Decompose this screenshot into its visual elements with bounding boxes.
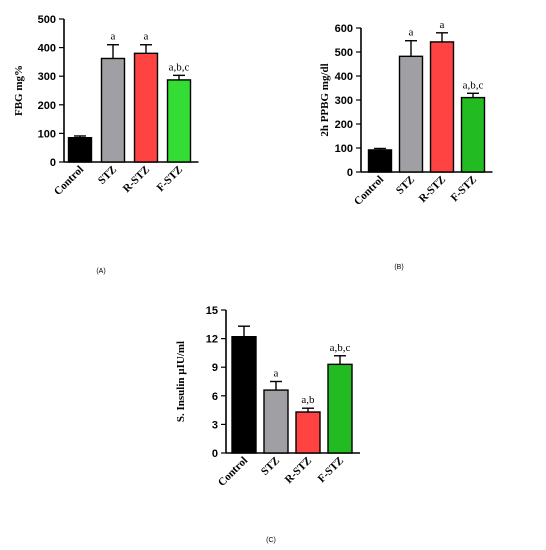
y-tick-label: 400 [38,43,56,55]
panel-letter: (C) [266,537,276,544]
significance-annotation: a [111,31,116,43]
x-tick-label: STZ [96,164,119,187]
y-tick-label: 400 [335,71,353,83]
panel-b-chart: 0 100 200 300 400 500 600 2h PPBG mg/dl Control a… [319,19,493,271]
bar-r-stz [429,41,455,173]
significance-annotation: a,b,c [463,79,484,91]
y-tick-label: 6 [212,391,218,403]
bar-control [67,136,93,163]
y-tick-label: 15 [206,305,218,317]
x-tick-label: Control [352,174,386,208]
significance-annotation: a [409,27,414,39]
panel-a-chart: 0 100 200 300 400 500 FBG mg% Control a STZ a R-STZ… [13,14,199,275]
bar-stz [398,55,424,173]
panel-letter: (A) [96,268,105,275]
panel-letter: (B) [394,264,403,271]
x-tick-label: R-STZ [121,164,152,195]
y-tick-label: 100 [38,128,56,140]
x-tick-label: F-STZ [449,174,480,205]
significance-annotation: a [274,368,279,380]
bar-control [367,149,393,173]
x-tick-label: F-STZ [155,164,186,195]
y-tick-label: 300 [335,95,353,107]
y-tick-label: 0 [50,157,56,169]
x-tick-label: Control [52,164,86,198]
y-tick-label: 0 [347,167,353,179]
x-tick-label: R-STZ [283,455,314,486]
y-tick-label: 100 [335,143,353,155]
x-tick-label: STZ [259,455,282,478]
bar-r-stz [133,52,159,163]
significance-annotation: a,b [301,394,315,406]
panel-c-chart: 0 3 6 9 12 15 S. Insulin µIU/ml Control a STZ a,b R… [175,305,360,544]
bar-stz [100,57,126,163]
y-tick-label: 500 [335,47,353,59]
y-axis-label: S. Insulin µIU/ml [175,341,187,422]
y-tick-label: 200 [335,119,353,131]
y-tick-label: 600 [335,23,353,35]
significance-annotation: a [440,19,445,31]
x-tick-label: STZ [394,174,417,197]
bar-f-stz [460,96,486,173]
bar-f-stz [327,363,353,454]
bar-r-stz [295,411,321,454]
x-tick-label: R-STZ [417,174,448,205]
bar-f-stz [166,79,192,163]
y-tick-label: 9 [212,362,218,374]
bar-control [231,335,257,454]
x-tick-label: Control [216,455,250,489]
y-tick-label: 0 [212,448,218,460]
y-tick-label: 3 [212,419,218,431]
y-tick-label: 200 [38,100,56,112]
y-tick-label: 300 [38,71,56,83]
significance-annotation: a,b,c [330,342,351,354]
x-tick-label: F-STZ [316,455,347,486]
y-axis-label: FBG mg% [13,65,25,116]
bar-stz [263,389,289,454]
y-tick-label: 500 [38,14,56,26]
y-axis-label: 2h PPBG mg/dl [319,63,331,136]
significance-annotation: a [144,31,149,43]
y-tick-label: 12 [206,334,218,346]
significance-annotation: a,b,c [169,61,190,73]
